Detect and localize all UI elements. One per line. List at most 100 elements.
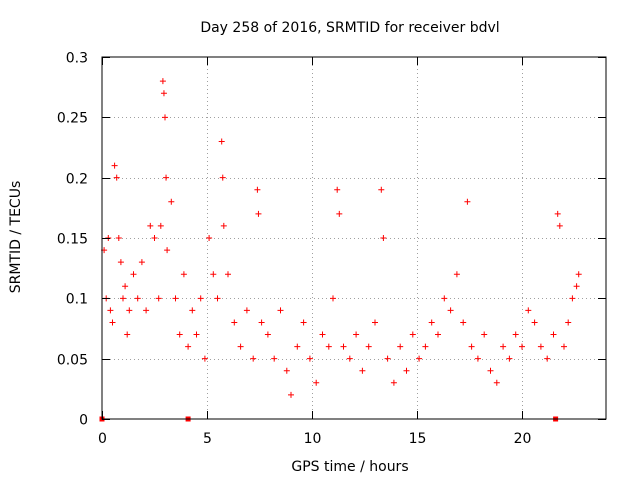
data-point [283, 367, 290, 374]
data-point [151, 235, 158, 241]
data-point [189, 307, 196, 314]
data-point [554, 210, 561, 217]
data-point [460, 319, 467, 326]
data-point [111, 162, 118, 169]
data-point [397, 343, 404, 350]
data-point [254, 186, 261, 193]
data-point [143, 307, 150, 314]
y-tick-label: 0.05 [57, 353, 88, 369]
data-point [428, 319, 435, 326]
data-point [346, 355, 353, 362]
data-point [172, 295, 179, 302]
data-point [474, 355, 481, 362]
data-point [447, 307, 454, 314]
data-point [464, 198, 471, 205]
data-point [176, 331, 183, 338]
x-tick-label: 15 [409, 431, 427, 447]
data-point [550, 331, 557, 338]
data-point [493, 379, 500, 386]
data-point [219, 174, 226, 181]
data-point [180, 271, 187, 278]
data-point [243, 307, 250, 314]
data-point [264, 331, 271, 338]
data-point [531, 319, 538, 326]
data-point [569, 295, 576, 302]
data-point [237, 343, 244, 350]
data-point [561, 343, 567, 350]
data-point [218, 138, 225, 145]
data-point [565, 319, 572, 326]
data-point [334, 186, 341, 193]
data-point [487, 367, 494, 374]
data-point [225, 271, 231, 278]
data-point [201, 355, 208, 362]
data-point [372, 319, 378, 326]
x-tick-labels: 0 5 10 15 20 [98, 431, 531, 447]
x-tick-label: 10 [304, 431, 322, 447]
data-point [506, 355, 513, 362]
data-point [319, 331, 326, 338]
data-point [294, 343, 301, 350]
data-point [525, 307, 532, 314]
x-tick-label: 0 [98, 431, 107, 447]
data-point [120, 295, 126, 302]
data-point [164, 247, 171, 254]
y-tick-label: 0.25 [57, 111, 88, 127]
data-point [168, 198, 175, 205]
data-point [277, 307, 284, 314]
y-tick-label: 0.3 [66, 51, 88, 67]
data-point [365, 343, 372, 350]
data-point [255, 210, 262, 217]
data-point [519, 343, 525, 350]
data-point [210, 271, 217, 278]
axis-ticks [102, 57, 606, 420]
data-point [359, 367, 366, 374]
data-point [113, 174, 120, 181]
data-point [313, 379, 320, 386]
data-point [330, 295, 336, 302]
data-point [384, 355, 391, 362]
data-point [122, 283, 129, 290]
data-point [306, 355, 313, 362]
data-point [544, 355, 551, 362]
data-point [422, 343, 429, 350]
data-point [325, 343, 332, 350]
data-point [117, 259, 124, 266]
data-point [481, 331, 488, 338]
data-point [378, 186, 385, 193]
data-point [250, 355, 257, 362]
data-point [575, 271, 582, 278]
data-point [147, 222, 154, 229]
data-point [155, 295, 162, 302]
data-point [340, 343, 347, 350]
data-point [107, 307, 114, 314]
data-point [126, 307, 133, 314]
data-point [537, 343, 544, 350]
x-tick-label: 5 [203, 431, 212, 447]
data-point [163, 174, 170, 181]
data-point [159, 78, 166, 85]
y-tick-label: 0.2 [66, 172, 88, 188]
data-point [124, 331, 131, 338]
data-point [416, 355, 423, 362]
data-point [197, 295, 204, 302]
data-point [109, 319, 116, 326]
data-point [336, 210, 343, 217]
data-point [193, 331, 200, 338]
data-point [130, 271, 137, 278]
data-point [185, 343, 192, 350]
data-point [573, 283, 580, 290]
data-point [556, 222, 563, 229]
data-point [214, 295, 221, 302]
data-point [220, 222, 227, 229]
data-point [300, 319, 307, 326]
y-tick-labels: 0 0.05 0.1 0.15 0.2 0.25 0.3 [57, 51, 88, 429]
data-point [115, 235, 122, 241]
data-point [206, 235, 213, 241]
chart-title: Day 258 of 2016, SRMTID for receiver bdv… [200, 20, 499, 36]
y-tick-label: 0 [79, 413, 88, 429]
data-point [258, 319, 265, 326]
data-point [500, 343, 507, 350]
